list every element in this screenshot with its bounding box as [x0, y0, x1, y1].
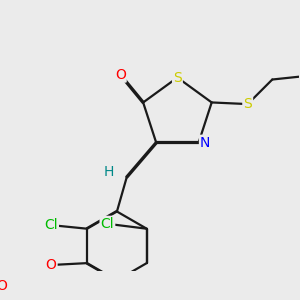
Text: Cl: Cl [100, 217, 114, 231]
Text: O: O [46, 258, 56, 272]
Text: S: S [243, 97, 252, 111]
Text: O: O [0, 279, 8, 293]
Text: Cl: Cl [44, 218, 58, 233]
Text: O: O [115, 68, 126, 82]
Text: N: N [200, 136, 210, 150]
Text: H: H [103, 165, 114, 179]
Text: S: S [173, 70, 182, 85]
